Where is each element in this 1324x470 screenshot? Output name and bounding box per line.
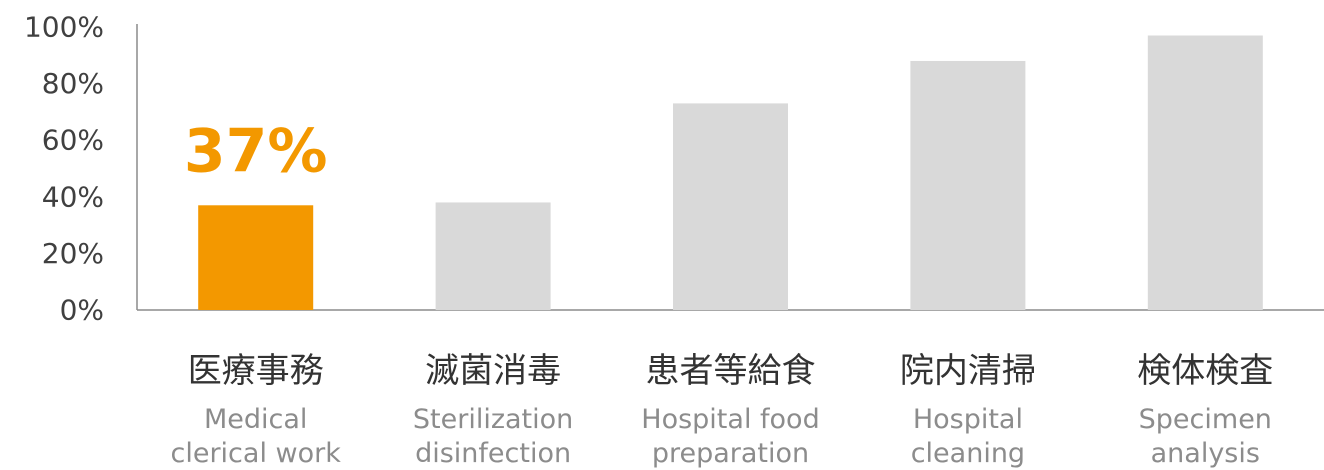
- x-category-label: 医療事務: [188, 351, 324, 391]
- x-category-subtitle: Hospital: [913, 404, 1023, 435]
- data-label: 37%: [184, 116, 328, 186]
- y-tick-label: 80%: [42, 67, 104, 100]
- bar: [198, 205, 314, 310]
- y-tick-label: 20%: [42, 237, 104, 270]
- y-axis-ticks: 0% 20% 40% 60% 80% 100%: [24, 11, 104, 327]
- x-category-label: 滅菌消毒: [425, 351, 561, 391]
- x-category-subtitle: preparation: [652, 438, 809, 469]
- bars: [198, 35, 1263, 311]
- y-tick-label: 0%: [60, 294, 104, 327]
- x-category-subtitle: disinfection: [415, 438, 571, 469]
- x-category-subtitle: Specimen: [1139, 404, 1272, 435]
- y-tick-label: 100%: [24, 11, 104, 44]
- bar: [435, 202, 551, 310]
- bar: [673, 103, 788, 310]
- y-tick-label: 40%: [42, 180, 104, 213]
- x-category-label: 患者等給食: [646, 351, 816, 391]
- x-category-subtitle: Hospital food: [641, 404, 819, 435]
- y-tick-label: 60%: [42, 124, 104, 157]
- bar: [1147, 35, 1263, 311]
- x-category-label: 検体検査: [1137, 351, 1273, 391]
- x-category-subtitle: Sterilization: [413, 404, 573, 435]
- x-category-subtitle: clerical work: [171, 438, 342, 469]
- bar: [910, 60, 1026, 311]
- x-category-subtitle: analysis: [1151, 438, 1260, 469]
- x-category-label: 院内清掃: [900, 351, 1036, 391]
- x-category-subtitle: cleaning: [911, 438, 1025, 469]
- data-labels: 37%: [184, 116, 328, 186]
- x-category-subtitle: Medical: [204, 404, 307, 435]
